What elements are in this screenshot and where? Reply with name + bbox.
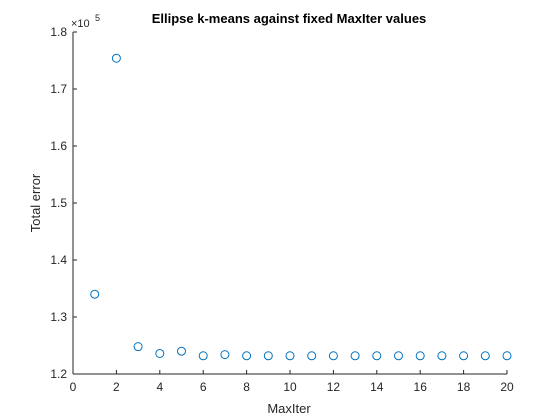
data-point bbox=[328, 351, 338, 361]
x-axis-label: MaxIter bbox=[267, 401, 311, 416]
data-point bbox=[372, 351, 382, 361]
x-tick-label: 18 bbox=[457, 380, 471, 394]
x-tick-label: 14 bbox=[370, 380, 384, 394]
data-point bbox=[394, 351, 403, 361]
data-point bbox=[198, 351, 208, 361]
y-tick-label: 1.2 bbox=[50, 367, 67, 381]
y-tick-label: 1.3 bbox=[50, 310, 67, 324]
data-point bbox=[415, 351, 425, 361]
data-point bbox=[90, 289, 100, 299]
data-point bbox=[437, 351, 447, 361]
y-axis-ticks: 1.2 1.3 1.4 1.5 1.6 1.7 1.8 bbox=[50, 25, 77, 381]
data-point bbox=[350, 351, 360, 361]
y-axis-label: Total error bbox=[28, 173, 43, 232]
data-point bbox=[285, 351, 295, 361]
x-tick-label: 8 bbox=[243, 380, 250, 394]
data-point bbox=[133, 342, 143, 352]
data-point bbox=[155, 348, 165, 358]
data-point bbox=[177, 346, 186, 356]
data-point bbox=[242, 351, 252, 361]
data-point bbox=[220, 350, 230, 360]
data-point bbox=[459, 351, 469, 361]
x-tick-label: 4 bbox=[156, 380, 163, 394]
data-point bbox=[480, 351, 490, 361]
x-tick-label: 16 bbox=[414, 380, 428, 394]
axes bbox=[72, 32, 507, 375]
y-tick-label: 1.6 bbox=[50, 139, 67, 153]
data-points bbox=[90, 53, 512, 361]
y-tick-label: 1.5 bbox=[50, 196, 67, 210]
x-tick-label: 20 bbox=[500, 380, 514, 394]
data-point bbox=[307, 351, 317, 361]
x-tick-label: 12 bbox=[327, 380, 341, 394]
data-point bbox=[263, 351, 273, 361]
chart-title: Ellipse k-means against fixed MaxIter va… bbox=[152, 11, 427, 26]
data-point bbox=[111, 53, 121, 63]
x-tick-label: 10 bbox=[283, 380, 297, 394]
x-tick-label: 0 bbox=[70, 380, 77, 394]
y-tick-label: 1.7 bbox=[50, 82, 67, 96]
y-axis-multiplier: ×10 bbox=[71, 18, 90, 30]
y-tick-label: 1.4 bbox=[50, 253, 67, 267]
data-point bbox=[502, 351, 512, 361]
y-tick-label: 1.8 bbox=[50, 25, 67, 39]
x-tick-label: 2 bbox=[113, 380, 120, 394]
x-tick-label: 6 bbox=[200, 380, 207, 394]
y-axis-multiplier-exponent: 5 bbox=[95, 13, 100, 23]
x-axis-ticks: 0 2 4 6 8 10 12 14 16 18 20 bbox=[70, 370, 514, 394]
